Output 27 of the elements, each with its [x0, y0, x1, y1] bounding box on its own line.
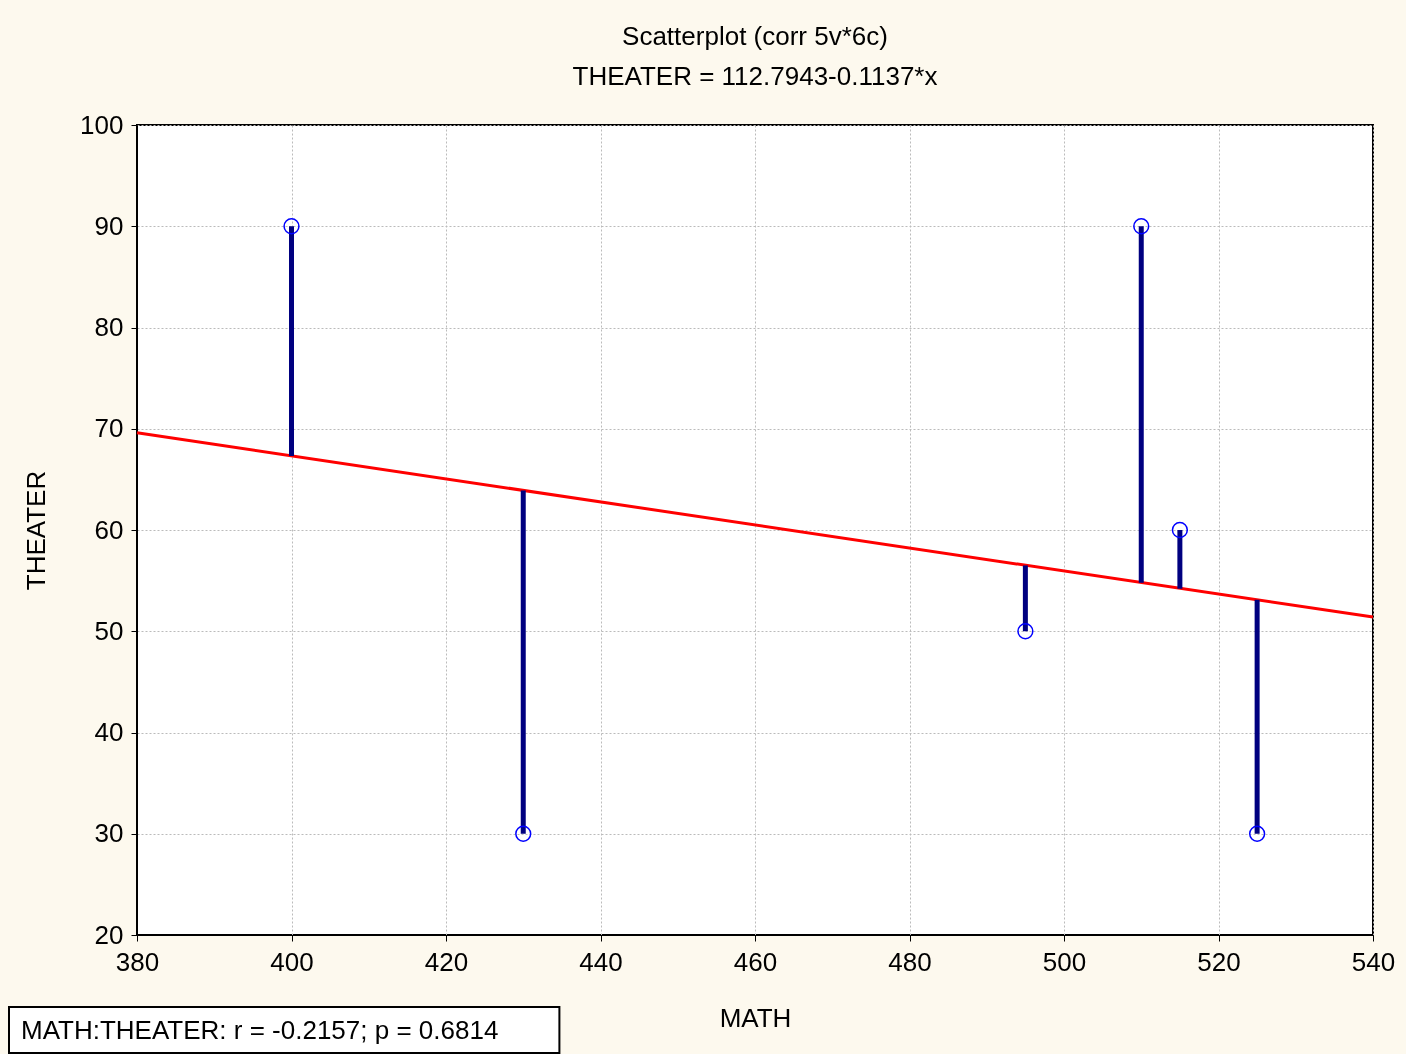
text: MATH:THEATER: r = -0.2157; p = 0.6814: [21, 1015, 499, 1045]
x-tick-label: 480: [888, 946, 932, 977]
x-tick-label: 520: [1197, 946, 1241, 977]
point: [1171, 521, 1189, 539]
y-tick-label: 30: [94, 818, 124, 849]
point: [1133, 218, 1150, 235]
x-tick-label: 500: [1042, 946, 1087, 977]
x-tick-label: 460: [733, 946, 778, 977]
y-axis-title: THEATER: [21, 470, 52, 591]
x-tick-label: 440: [579, 946, 623, 977]
y-tick-label: 40: [94, 717, 124, 747]
y-tick-label: 100: [80, 109, 124, 140]
x-axis-title: MATH: [719, 1002, 792, 1033]
y-tick-label: 60: [94, 514, 124, 545]
x-tick-label: 420: [424, 946, 469, 977]
y-tick-label: 80: [94, 312, 124, 342]
point: [1248, 825, 1266, 842]
chart-subtitle: THEATER = 112.7943-0.1137*x: [572, 61, 938, 91]
x-tick-label: 400: [270, 946, 314, 977]
y-tick-label: 90: [94, 210, 124, 241]
point: [515, 825, 532, 842]
y-tick-label: 70: [94, 413, 124, 444]
y-tick-label: 50: [94, 615, 124, 646]
chart-title: Scatterplot (corr 5v*6c): [622, 21, 888, 51]
point: [1017, 623, 1034, 640]
x-tick-label: 540: [1351, 946, 1396, 977]
point: [283, 218, 300, 235]
